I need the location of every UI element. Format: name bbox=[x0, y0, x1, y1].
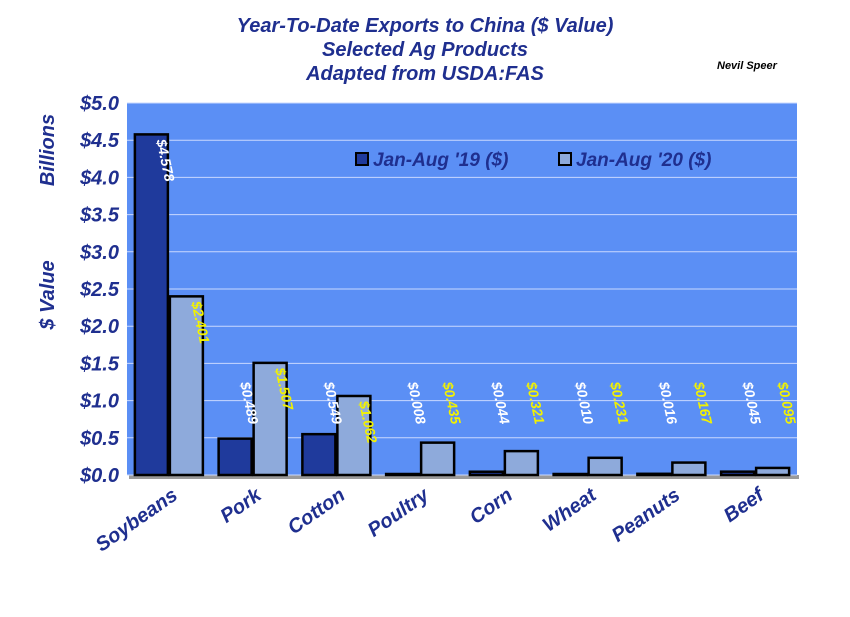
x-tick-label: Beef bbox=[720, 483, 770, 527]
bar-soybeans-2020 bbox=[168, 295, 205, 477]
x-tick-label: Soybeans bbox=[92, 484, 182, 556]
y-tick-label: $2.5 bbox=[79, 279, 120, 301]
chart-titles: Year-To-Date Exports to China ($ Value) … bbox=[0, 14, 850, 86]
bar-beef-2019 bbox=[719, 470, 756, 477]
chart-title: Year-To-Date Exports to China ($ Value) bbox=[236, 15, 614, 37]
bar-soybeans-2019 bbox=[133, 133, 170, 477]
legend: Jan-Aug '19 ($) Jan-Aug '20 ($) bbox=[355, 150, 711, 171]
bar-corn-2020 bbox=[503, 449, 540, 477]
bar-poultry-2019 bbox=[384, 472, 421, 477]
plot-floor-shadow bbox=[129, 475, 799, 479]
y-tick-label: $2.0 bbox=[79, 316, 119, 338]
chart-subtitle: Selected Ag Products bbox=[322, 39, 528, 61]
bar-pork-2020 bbox=[252, 361, 288, 477]
x-tick-label: Pork bbox=[216, 484, 266, 528]
y-tick-label: $4.5 bbox=[79, 130, 120, 152]
bar-corn-2019 bbox=[468, 470, 505, 477]
bar-beef-2020 bbox=[754, 466, 791, 477]
bar-peanuts-2020 bbox=[671, 461, 707, 477]
legend-label: Jan-Aug '20 ($) bbox=[576, 150, 711, 171]
y-tick-label: $3.5 bbox=[79, 205, 120, 227]
y-tick-label: $5.0 bbox=[79, 93, 119, 115]
bar-wheat-2019 bbox=[552, 472, 588, 477]
chart-source: Adapted from USDA:FAS bbox=[306, 63, 544, 85]
x-tick-label: Poultry bbox=[364, 484, 434, 542]
x-tick-label: Corn bbox=[466, 484, 517, 529]
legend-swatch bbox=[558, 152, 572, 166]
bar-cotton-2019 bbox=[301, 432, 337, 477]
legend-label: Jan-Aug '19 ($) bbox=[373, 150, 508, 171]
bar-peanuts-2019 bbox=[636, 472, 672, 477]
y-tick-label: $1.0 bbox=[79, 391, 119, 413]
bar-wheat-2020 bbox=[587, 456, 623, 477]
bars bbox=[133, 133, 791, 477]
y-axis-label: $ Value bbox=[37, 260, 59, 330]
chart-author: Nevil Speer bbox=[717, 60, 777, 72]
y-tick-label: $1.5 bbox=[79, 353, 120, 375]
y-tick-label: $4.0 bbox=[79, 167, 119, 189]
x-tick-label: Peanuts bbox=[608, 484, 684, 547]
y-tick-label: $0.0 bbox=[79, 465, 119, 487]
bar-poultry-2020 bbox=[419, 441, 456, 477]
x-tick-label: Wheat bbox=[539, 483, 602, 536]
bar-cotton-2020 bbox=[336, 394, 372, 477]
x-tick-label: Cotton bbox=[284, 484, 349, 539]
legend-swatch bbox=[355, 152, 369, 166]
y-axis-label-units: Billions bbox=[37, 114, 59, 186]
y-tick-label: $3.0 bbox=[79, 242, 119, 264]
y-tick-label: $0.5 bbox=[79, 428, 120, 450]
bar-pork-2019 bbox=[217, 437, 253, 477]
